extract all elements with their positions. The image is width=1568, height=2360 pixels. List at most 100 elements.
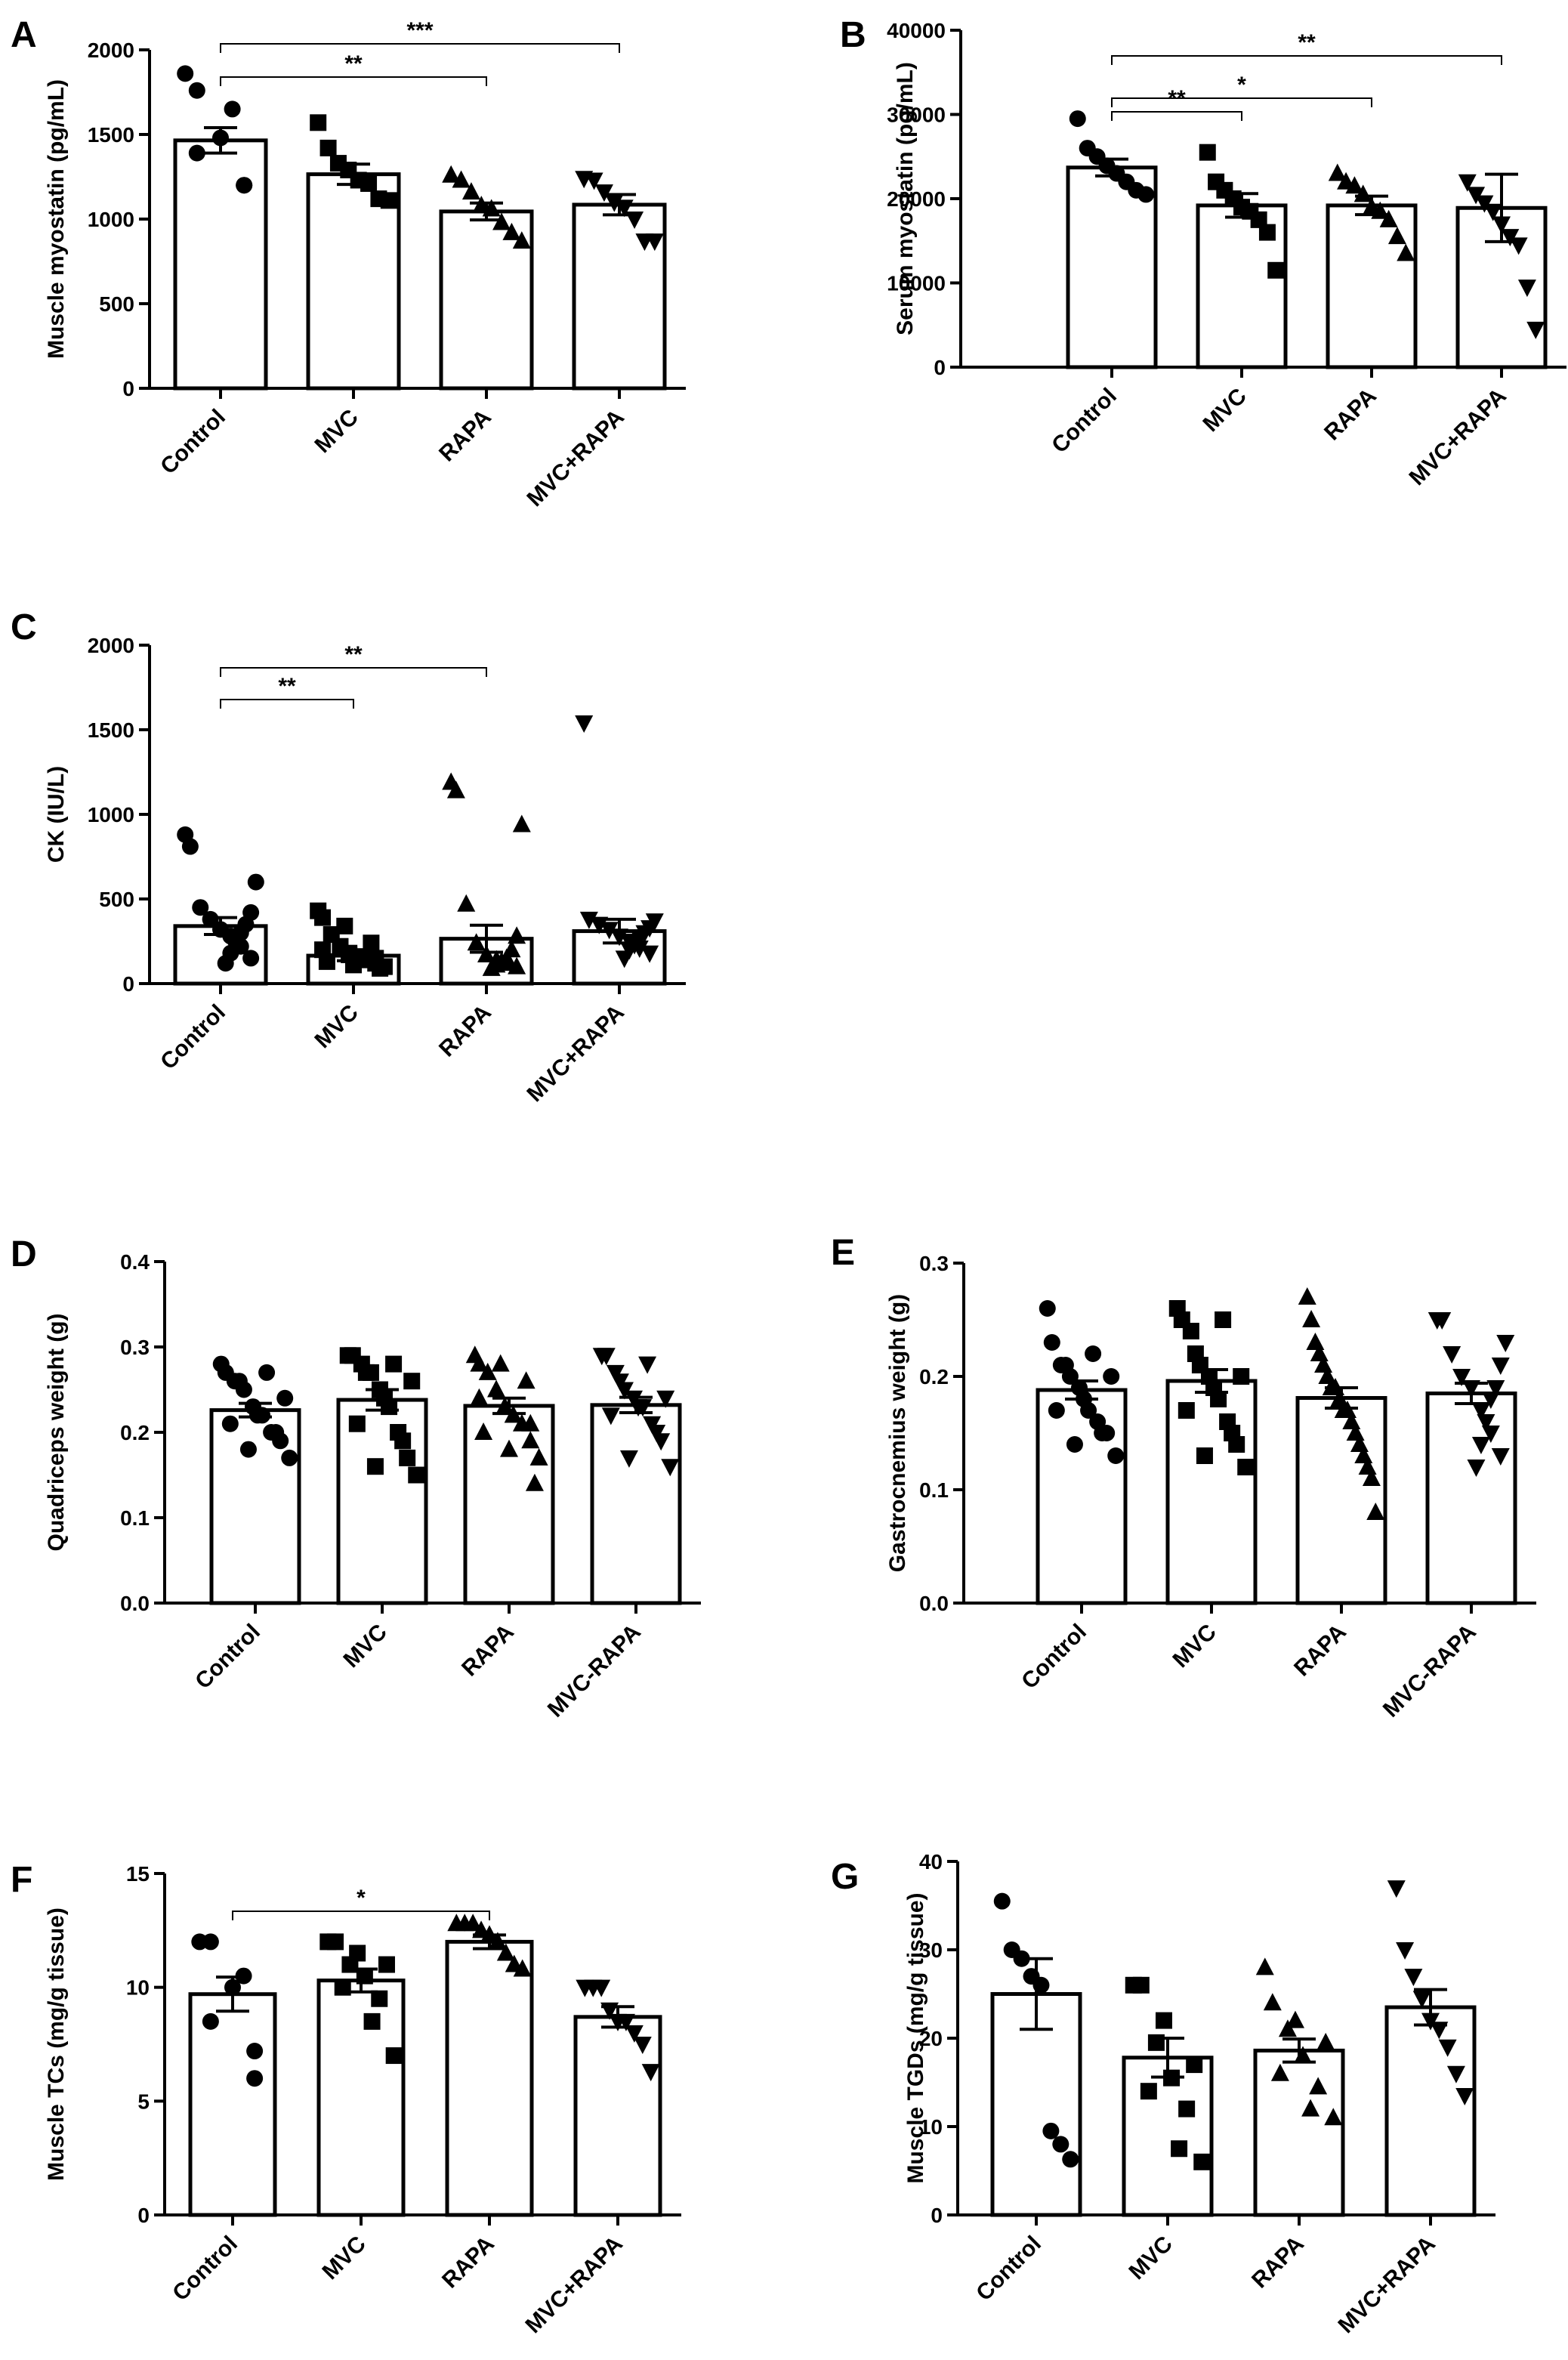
data-point	[336, 917, 353, 934]
data-point	[470, 1354, 489, 1372]
data-point	[512, 1413, 531, 1432]
data-point	[1107, 1447, 1125, 1464]
y-tick-label: 1500	[88, 718, 134, 742]
data-point	[314, 909, 332, 926]
category-label: MVC-RAPA	[543, 1620, 646, 1722]
category-label: MVC	[310, 405, 363, 458]
panel-b: B 0 10000 20000 30000 40000 Serum myostatin (p…	[840, 15, 1566, 490]
category-label: Control	[168, 2232, 242, 2306]
y-tick-label: 0	[122, 377, 134, 400]
y-tick-label: 20000	[887, 187, 946, 211]
data-point	[633, 2037, 652, 2054]
significance-bracket	[220, 667, 487, 677]
panel-letter: C	[11, 607, 37, 647]
data-point	[242, 950, 260, 967]
category-label: MVC+RAPA	[523, 1000, 629, 1107]
data-point	[403, 1373, 421, 1390]
data-point	[239, 1441, 257, 1458]
significance-label: *	[1237, 73, 1246, 97]
category-label: MVC+RAPA	[1334, 2232, 1440, 2338]
y-tick-label: 0.0	[919, 1592, 949, 1615]
y-axis-label: Muscle TCs (mg/g tissue)	[44, 1907, 69, 2181]
y-tick-label: 0	[931, 2204, 943, 2227]
data-point	[652, 1433, 671, 1451]
y-tick-label: 500	[99, 888, 134, 911]
category-label: Control	[156, 405, 230, 480]
data-point	[496, 1943, 515, 1961]
significance-label: **	[1298, 30, 1316, 55]
category-label: MVC+RAPA	[521, 2232, 628, 2338]
data-point	[366, 1458, 384, 1475]
data-point	[1379, 209, 1398, 227]
data-point	[1324, 2108, 1343, 2126]
data-point	[1471, 1437, 1490, 1454]
data-point	[221, 1415, 239, 1432]
data-point	[1098, 1425, 1116, 1441]
data-point	[1328, 163, 1347, 181]
category-label: RAPA	[437, 2232, 499, 2294]
panel-e: E 0.0 0.1 0.2 0.3 Gastrocnemius weight (g) Con…	[831, 1233, 1536, 1722]
panel-g: G 0 10 20 30 40 Muscle TGDs (mg/g tissue) Contr…	[831, 1850, 1495, 2338]
data-point	[1366, 1503, 1385, 1520]
category-label: Control	[1017, 1620, 1091, 1694]
data-point	[1443, 1346, 1462, 1364]
data-point	[625, 2025, 644, 2043]
panel-letter: G	[831, 1857, 859, 1897]
data-point	[482, 958, 501, 976]
data-point	[399, 1449, 416, 1466]
data-point	[1302, 1310, 1321, 1327]
bar-mvc	[306, 172, 401, 391]
data-point	[1066, 1436, 1083, 1453]
y-tick-label: 15	[126, 1862, 150, 1886]
data-point	[1263, 1993, 1282, 2011]
data-point	[508, 956, 526, 975]
data-point	[181, 838, 199, 855]
data-point	[1182, 1323, 1199, 1339]
y-tick-label: 0.0	[120, 1592, 150, 1615]
significance-bracket	[232, 1911, 490, 1920]
category-label: RAPA	[434, 405, 496, 467]
data-point	[258, 1364, 276, 1381]
data-point	[1477, 1414, 1495, 1432]
panel-c: C 0 500 1000 1500 2000 CK (IU/L) Control MVC RAPA…	[11, 607, 686, 1107]
y-tick-label: 0	[137, 2204, 150, 2227]
data-point	[1316, 2032, 1335, 2050]
y-axis-label: Gastrocnemius weight (g)	[885, 1294, 910, 1572]
data-point	[1404, 1969, 1423, 1987]
data-point	[1085, 1345, 1102, 1362]
significance-bracket	[1111, 97, 1372, 107]
data-point	[461, 182, 480, 200]
data-point	[585, 172, 603, 190]
significance-bracket	[220, 76, 487, 86]
data-point	[592, 1979, 611, 1997]
data-point	[1286, 2010, 1304, 2028]
data-point	[1491, 1358, 1510, 1375]
y-tick-label: 0.2	[919, 1365, 949, 1389]
data-point	[310, 114, 327, 131]
data-point	[579, 911, 598, 929]
data-point	[1496, 1335, 1515, 1352]
significance-bracket	[220, 699, 354, 709]
y-tick-label: 10	[126, 1976, 150, 2000]
y-tick-label: 0.3	[120, 1336, 150, 1359]
category-label: RAPA	[434, 1000, 496, 1062]
significance-label: ***	[406, 18, 433, 43]
y-tick-label: 0.2	[120, 1421, 150, 1444]
data-point	[224, 100, 241, 118]
y-tick-label: 0.1	[919, 1478, 949, 1502]
data-point	[446, 780, 465, 799]
data-point	[474, 1422, 493, 1440]
data-point	[590, 916, 609, 934]
y-tick-label: 10	[919, 2115, 943, 2139]
y-tick-label: 0.1	[120, 1506, 150, 1530]
bar-mvc-rapa	[1425, 1392, 1517, 1605]
bar-control	[188, 1992, 277, 2217]
data-point	[597, 1348, 616, 1366]
data-point	[363, 934, 380, 952]
bar-control	[1036, 1388, 1128, 1605]
data-point	[1471, 1403, 1490, 1420]
bar-mvc-rapa	[1384, 2005, 1477, 2217]
panel-letter: E	[831, 1233, 855, 1273]
data-point	[641, 2064, 660, 2082]
data-point	[1080, 1402, 1097, 1419]
